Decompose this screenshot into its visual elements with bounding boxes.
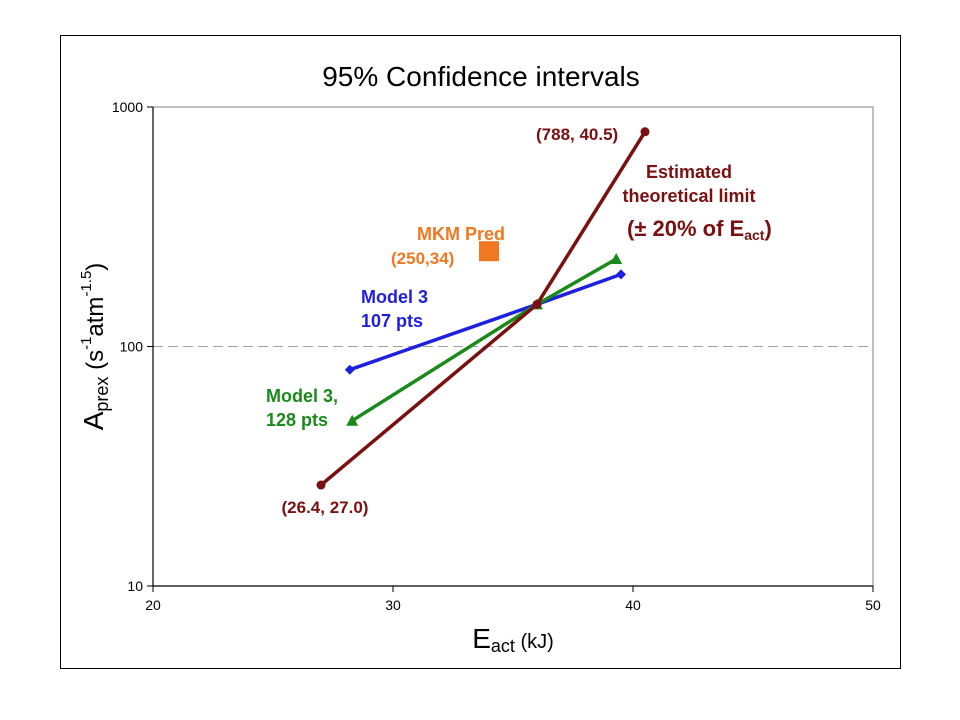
annotation-upper-point: (788, 40.5) [536,125,618,144]
series-3-point-0 [479,241,499,262]
chart-title: 95% Confidence intervals [322,61,640,92]
y-tick-label: 100 [120,339,144,355]
annotation-limit-label: Estimated theoretical limit [622,162,755,206]
y-axis-label: Aprex (s-1atm-1.5) [78,263,112,431]
x-axis-label: Eact (kJ) [472,623,554,656]
plot-area: 20 30 40 50 10 100 1000 Eact (kJ) Aprex (s-1atm-… [78,99,881,656]
annotation-mkm-point: (250,34) [391,249,454,268]
x-tick-label: 50 [865,597,881,613]
series-0-point-0 [344,364,355,375]
annotation-limit-pm: (± 20% of Eact) [627,216,772,243]
series-0-point-2 [616,269,626,280]
series-line-1 [351,257,618,423]
annotation-mkm-label: MKM Pred [417,224,505,244]
x-tick-label: 40 [625,597,641,613]
series-1-point-2 [610,252,623,264]
annotation-lower-point: (26.4, 27.0) [282,498,369,517]
series-line-2 [319,130,647,487]
chart: 95% Confidence intervals 20 30 40 50 10 100 10… [78,61,881,656]
annotation-model3-107: Model 3 107 pts [361,287,428,331]
y-tick-label: 10 [127,578,143,594]
y-tick-label: 1000 [112,99,143,115]
series-2-point-2 [640,127,650,137]
x-tick-label: 20 [145,597,161,613]
chart-frame: 95% Confidence intervals 20 30 40 50 10 100 10… [60,35,901,669]
x-tick-label: 30 [385,597,401,613]
series-2-point-1 [532,299,542,309]
series-2-point-0 [316,480,326,490]
series-1-point-0 [346,414,359,426]
annotation-model3-128: Model 3, 128 pts [266,386,338,430]
